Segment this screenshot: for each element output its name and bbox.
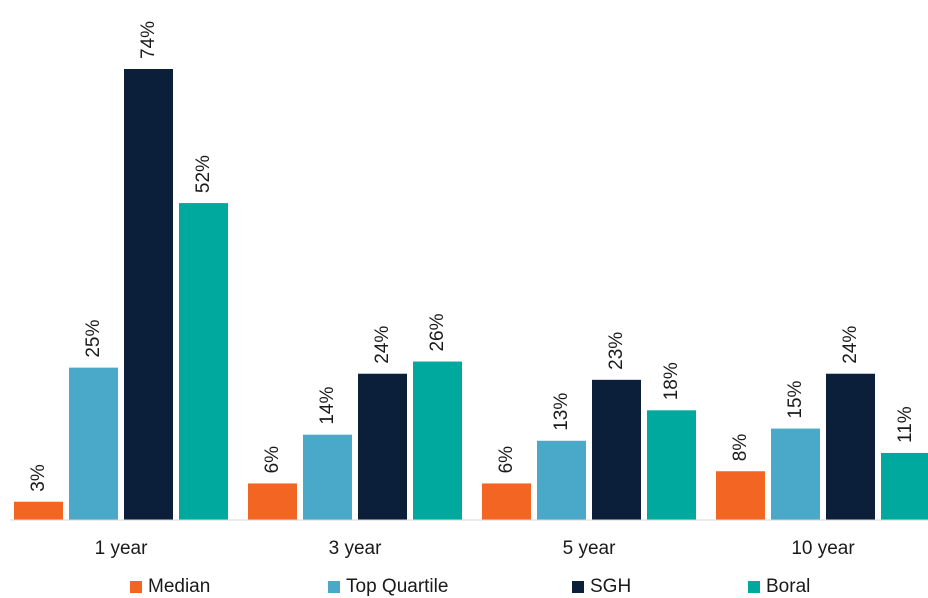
bar-boral-5-year bbox=[647, 410, 696, 520]
legend-swatch-top-quartile bbox=[328, 581, 340, 593]
bar-boral-10-year bbox=[881, 452, 928, 520]
category-label-10-year: 10 year bbox=[791, 538, 855, 559]
data-label-sgh-5-year: 23% bbox=[606, 332, 627, 370]
data-label-median-3-year: 6% bbox=[262, 446, 283, 474]
data-label-top-quartile-5-year: 13% bbox=[551, 393, 572, 431]
bar-sgh-1-year bbox=[124, 69, 173, 520]
bar-median-5-year bbox=[482, 483, 531, 520]
bar-boral-1-year bbox=[179, 203, 228, 520]
data-label-boral-1-year: 52% bbox=[193, 155, 214, 193]
category-label-1-year: 1 year bbox=[95, 538, 148, 559]
data-label-top-quartile-10-year: 15% bbox=[785, 380, 806, 418]
bar-median-1-year bbox=[14, 501, 63, 520]
data-label-sgh-1-year: 74% bbox=[138, 21, 159, 59]
bar-sgh-10-year bbox=[826, 373, 875, 520]
legend-item-median: Median bbox=[130, 576, 210, 598]
data-label-top-quartile-1-year: 25% bbox=[83, 320, 104, 358]
data-labels-group: 3% 25% 74% 52% 6% 14% 24% 26% 6% 13% 23% 18% 8% 15% 24… bbox=[28, 21, 916, 492]
bar-top-quartile-10-year bbox=[771, 428, 820, 520]
legend-swatch-sgh bbox=[572, 581, 584, 593]
data-label-median-5-year: 6% bbox=[496, 446, 517, 474]
legend-item-top-quartile: Top Quartile bbox=[328, 576, 448, 598]
bar-boral-3-year bbox=[413, 361, 462, 520]
bar-top-quartile-5-year bbox=[537, 440, 586, 520]
legend-label-boral: Boral bbox=[766, 576, 811, 597]
data-label-boral-3-year: 26% bbox=[427, 313, 448, 351]
data-label-median-10-year: 8% bbox=[730, 434, 751, 462]
category-labels-group: 1 year 3 year 5 year 10 year bbox=[95, 538, 856, 559]
data-label-sgh-10-year: 24% bbox=[840, 326, 861, 364]
bar-median-3-year bbox=[248, 483, 297, 520]
legend-label-sgh: SGH bbox=[590, 576, 632, 597]
legend-label-median: Median bbox=[148, 576, 211, 597]
bar-median-10-year bbox=[716, 471, 765, 520]
data-label-median-1-year: 3% bbox=[28, 464, 49, 492]
bars-group bbox=[14, 69, 928, 520]
legend-item-sgh: SGH bbox=[572, 576, 631, 598]
data-label-top-quartile-3-year: 14% bbox=[317, 387, 338, 425]
bar-sgh-5-year bbox=[592, 379, 641, 520]
data-label-sgh-3-year: 24% bbox=[372, 326, 393, 364]
data-label-boral-10-year: 11% bbox=[895, 406, 916, 443]
bar-top-quartile-3-year bbox=[303, 434, 352, 520]
legend: Median Top Quartile SGH Boral bbox=[0, 576, 928, 598]
legend-swatch-boral bbox=[748, 581, 760, 593]
category-label-5-year: 5 year bbox=[563, 538, 616, 559]
bar-sgh-3-year bbox=[358, 373, 407, 520]
legend-item-boral: Boral bbox=[748, 576, 810, 598]
legend-swatch-median bbox=[130, 581, 142, 593]
category-label-3-year: 3 year bbox=[329, 538, 382, 559]
legend-label-top-quartile: Top Quartile bbox=[346, 576, 449, 597]
bar-top-quartile-1-year bbox=[69, 367, 118, 520]
data-label-boral-5-year: 18% bbox=[661, 362, 682, 400]
